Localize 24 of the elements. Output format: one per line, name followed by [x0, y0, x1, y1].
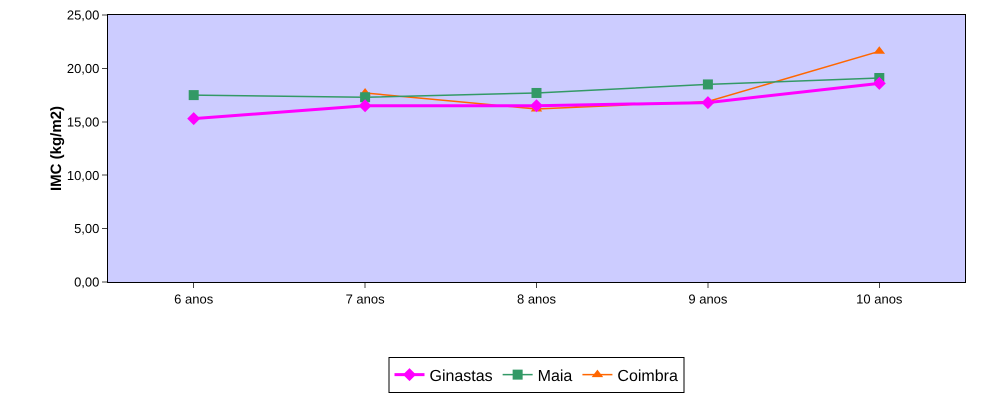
point: [702, 79, 713, 90]
x-tick-label: 10 anos: [856, 292, 903, 307]
y-tick-label: 0,00: [74, 274, 100, 290]
point: [872, 76, 886, 90]
x-tick-label: 8 anos: [516, 292, 557, 307]
point: [188, 90, 199, 100]
y-tick-label: 25,00: [66, 8, 100, 23]
point: [701, 96, 714, 110]
legend-label: Ginastas: [430, 368, 493, 385]
legend-label: Maia: [538, 368, 572, 385]
point: [532, 88, 542, 98]
y-axis-title: IMC (kg/m2): [48, 106, 65, 192]
point: [530, 99, 543, 112]
legend-label: Coimbra: [617, 368, 678, 385]
point: [187, 112, 200, 126]
y-tick-label: 10,00: [66, 168, 100, 183]
x-tick-label: 9 anos: [688, 292, 728, 307]
y-tick-label: 5,00: [74, 221, 100, 236]
point: [360, 92, 370, 102]
x-tick-label: 7 anos: [346, 292, 386, 307]
x-tick-label: 6 anos: [174, 292, 214, 307]
y-tick-label: 20,00: [66, 60, 100, 76]
point: [358, 99, 372, 112]
y-tick-label: 15,00: [66, 114, 100, 130]
